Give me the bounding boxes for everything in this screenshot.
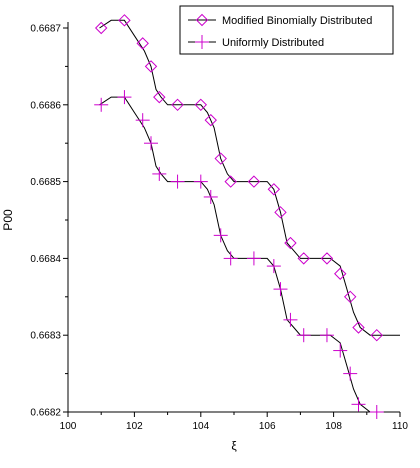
diamond-marker	[247, 175, 261, 188]
plus-marker	[117, 90, 132, 105]
plus-marker	[273, 282, 288, 297]
diamond-marker	[334, 267, 347, 280]
plus-marker	[223, 251, 238, 266]
plus-marker	[195, 35, 209, 49]
y-tick-label: 0.6684	[30, 254, 61, 265]
plus-marker	[144, 136, 158, 151]
y-tick-label: 0.6687	[30, 24, 61, 35]
x-tick-label: 102	[126, 421, 143, 432]
diamond-marker	[352, 321, 365, 334]
diamond-marker	[320, 252, 334, 265]
diamond-marker	[214, 152, 227, 165]
plus-marker	[135, 113, 150, 128]
x-tick-label: 100	[60, 421, 77, 432]
plus-marker	[203, 189, 218, 204]
plus-marker	[319, 328, 334, 343]
legend-entries: Modified Binomially Distributed Uniformly…	[188, 13, 372, 49]
legend-entry: Modified Binomially Distributed	[188, 13, 372, 27]
plus-marker	[343, 366, 358, 381]
plus-marker	[351, 397, 366, 412]
diamond-marker	[284, 236, 297, 250]
x-tick-label: 108	[325, 421, 342, 432]
plot-series	[94, 14, 400, 419]
plus-marker	[266, 259, 281, 274]
y-tick-label: 0.6682	[30, 408, 61, 419]
diamond-marker	[194, 98, 208, 112]
diamond-marker	[144, 60, 158, 73]
diamond-marker	[136, 37, 149, 50]
x-axis-label: ξ	[231, 439, 237, 453]
plus-marker	[152, 166, 167, 181]
x-tick-label: 104	[192, 421, 209, 432]
plus-marker	[170, 174, 185, 189]
diamond-marker	[195, 13, 209, 27]
plus-marker	[246, 251, 261, 266]
y-tick-label: 0.6683	[30, 331, 61, 342]
plus-marker	[333, 343, 348, 358]
y-tick-label: 0.6686	[30, 100, 61, 111]
diamond-marker	[171, 98, 184, 112]
diamond-marker	[153, 90, 166, 104]
series-2	[94, 90, 400, 419]
x-tick-label: 106	[259, 421, 276, 432]
plus-marker	[296, 328, 311, 343]
diamond-marker	[297, 252, 310, 265]
diamond-marker	[343, 290, 357, 304]
diamond-marker	[267, 183, 281, 196]
plus-marker	[213, 228, 228, 243]
legend-box	[179, 5, 394, 55]
x-tick-label: 110	[392, 421, 408, 432]
series-1	[94, 14, 400, 342]
y-axis-label: P00	[1, 209, 15, 231]
x-ticks: 100 102 104 106 108 110	[60, 412, 408, 432]
plus-marker	[94, 97, 109, 112]
legend-label: Modified Binomially Distributed	[222, 15, 372, 27]
diamond-marker	[274, 206, 287, 219]
diamond-marker	[224, 175, 237, 188]
diamond-marker	[94, 21, 108, 35]
plus-marker	[283, 312, 298, 327]
y-ticks: 0.6682 0.6683 0.6684 0.6685 0.6686 0.6687	[30, 24, 68, 419]
axes: 100 102 104 106 108 110 0.66820.66830.66840.6…	[30, 22, 408, 432]
plus-marker	[369, 405, 384, 419]
diamond-marker	[370, 328, 383, 342]
plus-marker	[193, 174, 208, 189]
legend-entry: Uniformly Distributed	[188, 35, 324, 49]
diamond-marker	[118, 14, 131, 27]
legend: Modified Binomially Distributed Uniformly…	[179, 5, 394, 55]
diamond-marker	[204, 113, 217, 127]
legend-label: Uniformly Distributed	[222, 37, 324, 49]
series-line	[99, 19, 400, 336]
series-line	[99, 96, 400, 413]
y-tick-label: 0.6685	[30, 177, 61, 188]
